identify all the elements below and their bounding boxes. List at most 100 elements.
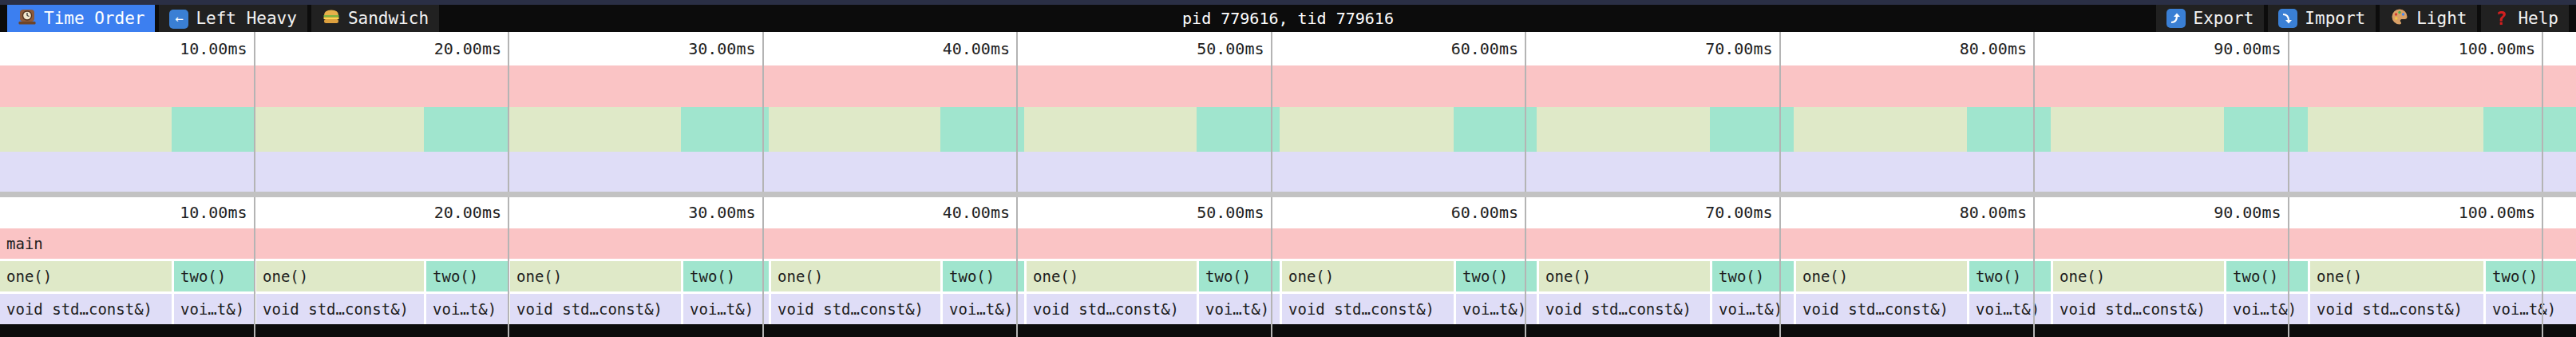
- button-theme[interactable]: Light: [2380, 5, 2477, 32]
- tick-label: 10.00ms: [88, 197, 247, 228]
- tick-label: 80.00ms: [1867, 197, 2027, 228]
- view-tabs: Time Order ← Left Heavy Sandwich: [7, 5, 439, 32]
- flame-block-two-child[interactable]: voi…t&): [683, 294, 769, 324]
- tick-label: 100.00ms: [2376, 32, 2535, 65]
- toolbar-row: pid 779616, tid 779616 Time Order←Left H…: [0, 5, 2576, 32]
- button-import[interactable]: Import: [2268, 5, 2376, 32]
- tick-label: 30.00ms: [596, 32, 756, 65]
- tick-label: 10.00ms: [88, 32, 247, 65]
- minimap-band-children: [0, 152, 2576, 192]
- tick-label: 40.00ms: [850, 197, 1010, 228]
- flame-block-two[interactable]: two(): [2486, 261, 2576, 291]
- button-help-label: Help: [2518, 9, 2558, 28]
- button-export[interactable]: Export: [2156, 5, 2264, 32]
- flamechart[interactable]: 10.00ms 20.00ms 30.00ms 40.00ms 50.00ms 60.00…: [0, 197, 2576, 337]
- flame-block-main[interactable]: main: [0, 228, 2576, 259]
- flame-block-two[interactable]: two(): [1199, 261, 1280, 291]
- flame-block-one[interactable]: one(): [1539, 261, 1710, 291]
- minimap-resize-divider[interactable]: [0, 192, 2576, 197]
- export-arrow-icon: [2166, 9, 2186, 29]
- tick-label: 60.00ms: [1359, 32, 1518, 65]
- tick-label: 90.00ms: [2122, 32, 2281, 65]
- speedscope-app: pid 779616, tid 779616 Time Order←Left H…: [0, 0, 2576, 337]
- flame-block-two[interactable]: two(): [1456, 261, 1537, 291]
- tick-label: 50.00ms: [1105, 32, 1264, 65]
- button-import-label: Import: [2305, 9, 2365, 28]
- flame-block-one-child[interactable]: void std…const&): [256, 294, 424, 324]
- flame-block-two[interactable]: two(): [683, 261, 769, 291]
- flame-block-one[interactable]: one(): [2053, 261, 2224, 291]
- flame-block-one-child[interactable]: void std…const&): [510, 294, 681, 324]
- tick-label: 20.00ms: [342, 197, 501, 228]
- flame-block-one-child[interactable]: void std…const&): [1539, 294, 1710, 324]
- tab-time-order[interactable]: Time Order: [7, 5, 155, 32]
- minimap-two-segment: [1197, 107, 1280, 152]
- flame-block-two[interactable]: two(): [426, 261, 508, 291]
- tab-sandwich[interactable]: Sandwich: [311, 5, 439, 32]
- palette-icon: [2390, 7, 2409, 30]
- flame-block-two-child[interactable]: voi…t&): [1456, 294, 1537, 324]
- tab-sandwich-label: Sandwich: [348, 9, 429, 28]
- minimap[interactable]: 10.00ms 20.00ms 30.00ms 40.00ms 50.00ms 60.00…: [0, 32, 2576, 192]
- flame-block-one[interactable]: one(): [1282, 261, 1454, 291]
- tab-left-heavy-label: Left Heavy: [196, 9, 296, 28]
- tick-label: 60.00ms: [1359, 197, 1518, 228]
- minimap-two-segment: [1454, 107, 1537, 152]
- flame-block-two-child[interactable]: voi…t&): [174, 294, 254, 324]
- minimap-band-main: [0, 65, 2576, 107]
- flame-block-one-child[interactable]: void std…const&): [771, 294, 940, 324]
- flame-block-one[interactable]: one(): [510, 261, 681, 291]
- flame-block-one-child[interactable]: void std…const&): [1027, 294, 1197, 324]
- flame-block-two-child[interactable]: voi…t&): [1199, 294, 1280, 324]
- minimap-band-calls: [0, 107, 2576, 152]
- button-help[interactable]: ? Help: [2481, 5, 2569, 32]
- flame-block-one-child[interactable]: void std…const&): [2053, 294, 2224, 324]
- clock-icon: [18, 7, 37, 30]
- flame-block-two[interactable]: two(): [1712, 261, 1794, 291]
- minimap-two-segment: [2483, 107, 2576, 152]
- flame-block-one-child[interactable]: void std…const&): [0, 294, 172, 324]
- left-arrow-icon: ←: [169, 8, 188, 29]
- flame-block-two-child[interactable]: voi…t&): [943, 294, 1024, 324]
- flame-block-two[interactable]: two(): [174, 261, 254, 291]
- flame-block-one-child[interactable]: void std…const&): [1282, 294, 1454, 324]
- minimap-two-segment: [1710, 107, 1794, 152]
- flame-block-two-child[interactable]: voi…t&): [2486, 294, 2576, 324]
- tick-label: 50.00ms: [1105, 197, 1264, 228]
- flame-block-two-child[interactable]: voi…t&): [1969, 294, 2051, 324]
- button-export-label: Export: [2193, 9, 2254, 28]
- flame-block-one-child[interactable]: void std…const&): [1796, 294, 1967, 324]
- flame-block-one[interactable]: one(): [0, 261, 172, 291]
- tick-label: 40.00ms: [850, 32, 1010, 65]
- flame-row-children: void std…const&)voi…t&)void std…const&)v…: [0, 294, 2576, 324]
- flame-block-one[interactable]: one(): [771, 261, 940, 291]
- minimap-two-segment: [424, 107, 508, 152]
- flame-block-one[interactable]: one(): [256, 261, 424, 291]
- help-icon: ?: [2491, 9, 2511, 29]
- toolbar-actions: Export Import Light? Help: [2156, 5, 2569, 32]
- flame-block-one[interactable]: one(): [1027, 261, 1197, 291]
- tick-label: 20.00ms: [342, 32, 501, 65]
- flame-block-two[interactable]: two(): [943, 261, 1024, 291]
- tick-label: 70.00ms: [1613, 197, 1773, 228]
- flame-block-one[interactable]: one(): [1796, 261, 1967, 291]
- flame-block-two-child[interactable]: voi…t&): [2226, 294, 2308, 324]
- flame-block-one-child[interactable]: void std…const&): [2310, 294, 2483, 324]
- flamechart-background: [0, 324, 2576, 337]
- flame-block-two-child[interactable]: voi…t&): [1712, 294, 1794, 324]
- toolbar: pid 779616, tid 779616 Time Order←Left H…: [0, 0, 2576, 32]
- flame-block-one[interactable]: one(): [2310, 261, 2483, 291]
- flame-block-two-child[interactable]: voi…t&): [426, 294, 508, 324]
- minimap-axis: 10.00ms 20.00ms 30.00ms 40.00ms 50.00ms 60.00…: [0, 32, 2576, 65]
- tick-label: 30.00ms: [596, 197, 756, 228]
- button-theme-label: Light: [2416, 9, 2467, 28]
- flame-block-two[interactable]: two(): [2226, 261, 2308, 291]
- flame-block-two[interactable]: two(): [1969, 261, 2051, 291]
- sandwich-icon: [322, 7, 341, 30]
- tick-label: 80.00ms: [1867, 32, 2027, 65]
- minimap-two-segment: [681, 107, 769, 152]
- flame-row-calls: one()two()one()two()one()two()one()two()…: [0, 261, 2576, 291]
- tick-label: 90.00ms: [2122, 197, 2281, 228]
- tab-left-heavy[interactable]: ← Left Heavy: [159, 5, 307, 32]
- tick-label: 70.00ms: [1613, 32, 1773, 65]
